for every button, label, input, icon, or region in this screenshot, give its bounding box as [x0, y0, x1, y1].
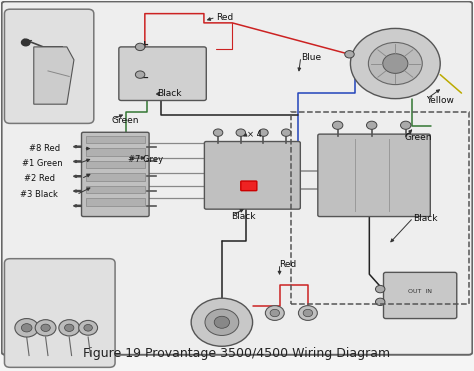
Circle shape [299, 306, 318, 321]
Text: Black: Black [413, 214, 438, 223]
Bar [86, 198, 145, 206]
Circle shape [136, 43, 145, 50]
Text: Red: Red [216, 13, 233, 22]
FancyBboxPatch shape [383, 272, 457, 319]
Bar [86, 186, 145, 193]
Bar [86, 148, 145, 155]
Circle shape [15, 319, 38, 337]
FancyBboxPatch shape [119, 47, 206, 101]
Circle shape [64, 324, 74, 331]
Circle shape [345, 50, 354, 58]
Circle shape [191, 298, 253, 346]
Circle shape [265, 306, 284, 321]
Text: #3 Black: #3 Black [19, 190, 57, 199]
Circle shape [270, 309, 280, 317]
Circle shape [303, 309, 313, 317]
Polygon shape [34, 47, 74, 104]
Circle shape [205, 309, 239, 335]
Text: Blue: Blue [301, 53, 321, 62]
FancyBboxPatch shape [241, 181, 257, 191]
Circle shape [236, 129, 246, 136]
Circle shape [282, 129, 291, 136]
Circle shape [214, 316, 229, 328]
FancyArrow shape [73, 205, 81, 207]
Circle shape [401, 121, 411, 129]
Circle shape [136, 71, 145, 78]
Circle shape [259, 129, 268, 136]
Circle shape [213, 129, 223, 136]
Circle shape [41, 324, 50, 331]
FancyBboxPatch shape [4, 9, 94, 124]
Text: #8 Red: #8 Red [29, 144, 60, 153]
Circle shape [375, 285, 385, 293]
Text: Green: Green [112, 116, 139, 125]
Text: Red: Red [280, 260, 297, 269]
FancyBboxPatch shape [4, 259, 115, 367]
FancyBboxPatch shape [204, 141, 301, 209]
FancyArrow shape [73, 175, 81, 177]
Circle shape [59, 320, 80, 336]
Text: #7 Grey: #7 Grey [128, 155, 164, 164]
Circle shape [35, 320, 56, 336]
Bar [86, 136, 145, 143]
FancyBboxPatch shape [318, 134, 430, 217]
FancyArrow shape [73, 145, 81, 148]
Circle shape [21, 39, 30, 46]
Text: Black: Black [231, 213, 256, 221]
Bar [86, 173, 145, 181]
Circle shape [79, 321, 98, 335]
Text: OUT  IN: OUT IN [408, 289, 432, 294]
Circle shape [350, 29, 440, 99]
Circle shape [375, 298, 385, 306]
Text: Black: Black [156, 89, 181, 98]
Text: #2 Red: #2 Red [24, 174, 55, 183]
Circle shape [84, 325, 92, 331]
Text: +: + [140, 40, 149, 50]
Bar [292, 112, 469, 304]
Text: #1 Green: #1 Green [22, 159, 63, 168]
Text: Yellow: Yellow [426, 96, 454, 105]
Circle shape [368, 42, 422, 85]
Text: −: − [140, 73, 149, 83]
Circle shape [366, 121, 377, 129]
Circle shape [21, 324, 32, 332]
FancyArrow shape [73, 190, 81, 192]
FancyBboxPatch shape [82, 132, 149, 217]
FancyBboxPatch shape [1, 1, 473, 355]
Circle shape [383, 54, 408, 73]
Bar [86, 161, 145, 168]
Circle shape [332, 121, 343, 129]
Text: Green: Green [405, 133, 432, 142]
Text: Figure 19 Provantage 3500/4500 Wiring Diagram: Figure 19 Provantage 3500/4500 Wiring Di… [83, 347, 391, 360]
Text: × 4: × 4 [247, 130, 262, 139]
FancyArrow shape [73, 160, 81, 162]
